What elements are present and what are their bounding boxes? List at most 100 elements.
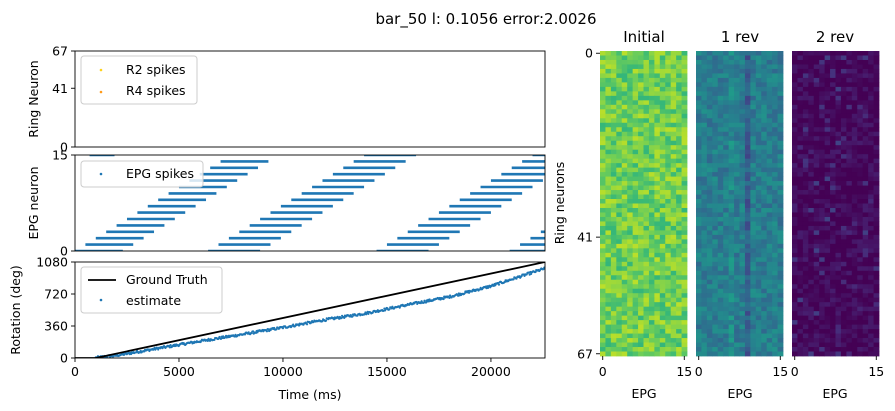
heatmap-cell	[777, 190, 784, 195]
heatmap-cell	[648, 221, 655, 227]
heatmap-cell	[728, 59, 735, 65]
heatmap-cell	[605, 221, 612, 227]
heatmap-cell	[638, 329, 644, 334]
heatmap-cell	[676, 194, 682, 200]
heatmap-cell	[772, 270, 778, 276]
heatmap-cell	[761, 207, 768, 213]
heatmap-cell	[824, 59, 831, 65]
heatmap-cell	[873, 257, 880, 263]
heatmap-cell	[648, 293, 655, 299]
heatmap-cell	[706, 73, 713, 79]
heatmap-cell	[670, 320, 677, 326]
heatmap-cell	[868, 266, 874, 272]
heatmap-cell	[621, 297, 628, 303]
heatmap-cell	[840, 172, 847, 177]
heatmap-cell	[761, 149, 768, 155]
heatmap-cell	[605, 91, 612, 97]
heatmap-cell	[616, 261, 623, 267]
heatmap-cell	[712, 243, 719, 249]
heatmap-cell	[808, 248, 815, 254]
heatmap-cell	[824, 163, 831, 169]
heatmap-cell	[750, 234, 757, 240]
heatmap-cell	[676, 176, 682, 182]
heatmap-cell	[766, 351, 773, 357]
heatmap-cell	[802, 136, 809, 142]
heatmap-cell	[706, 82, 713, 88]
heatmap-cell	[665, 113, 672, 119]
heatmap-cell	[638, 55, 644, 61]
heatmap-cell	[808, 288, 815, 294]
heatmap-cell	[627, 167, 634, 173]
heatmap-cell	[654, 176, 661, 182]
heatmap-cell	[846, 104, 853, 110]
heatmap-cell	[755, 351, 762, 357]
heatmap-cell	[840, 82, 847, 88]
heatmap-cell	[734, 136, 740, 142]
heatmap-cell	[670, 252, 677, 258]
heatmap-cell	[802, 149, 809, 155]
heatmap-cell	[643, 203, 650, 209]
heatmap-cell	[659, 104, 666, 110]
heatmap-cell	[777, 225, 784, 231]
heatmap-cell	[728, 127, 735, 133]
heatmap-cell	[772, 145, 778, 151]
heatmap-cell	[605, 82, 612, 88]
heatmap-cell	[739, 122, 746, 128]
heatmap-cell	[696, 100, 702, 106]
heatmap-cell	[846, 333, 853, 339]
heatmap-cell	[862, 279, 869, 285]
heatmap-cell	[723, 172, 730, 177]
heatmap-cell	[734, 100, 740, 106]
heatmap-cell	[739, 82, 746, 88]
heatmap-cell	[665, 248, 672, 254]
heatmap-cell	[654, 140, 661, 146]
heatmap-cell	[755, 127, 762, 133]
heatmap-cell	[665, 122, 672, 128]
heatmap-cell	[627, 55, 634, 61]
heatmap-cell	[777, 109, 784, 115]
heatmap-cell	[616, 284, 623, 290]
rotation-y-axis-label: Rotation (deg)	[8, 265, 23, 355]
heatmap-cell	[766, 275, 773, 281]
heatmap-cell	[605, 248, 612, 254]
heatmap-cell	[605, 145, 612, 151]
heatmap-cell	[857, 77, 864, 83]
heatmap-cell	[605, 100, 612, 106]
heatmap-cell	[819, 216, 826, 222]
heatmap-cell	[681, 77, 688, 83]
heatmap-cell	[873, 64, 880, 70]
heatmap-cell	[605, 212, 612, 218]
heatmap-cell	[728, 113, 735, 119]
heatmap-cell	[627, 163, 634, 169]
heatmap-cell	[648, 311, 655, 317]
heatmap-cell	[830, 212, 836, 218]
heatmap-cell	[755, 311, 762, 317]
heatmap-cell	[643, 127, 650, 133]
heatmap-cell	[712, 311, 719, 317]
heatmap-cell	[665, 243, 672, 249]
heatmap-cell	[621, 230, 628, 236]
heatmap-cell	[857, 104, 864, 110]
heatmap-cell	[681, 51, 688, 56]
heatmap-cell	[808, 113, 815, 119]
heatmap-cell	[627, 239, 634, 245]
heatmap-cell	[739, 207, 746, 213]
heatmap-cell	[755, 243, 762, 249]
heatmap-cell	[696, 320, 702, 326]
heatmap-cell	[873, 73, 880, 79]
heatmap-cell	[632, 266, 639, 272]
heatmap-cell	[755, 270, 762, 276]
heatmap-cell	[681, 234, 688, 240]
heatmap-cell	[676, 199, 682, 204]
heatmap-cell	[648, 194, 655, 200]
heatmap-cell	[802, 163, 809, 169]
heatmap-cell	[610, 68, 617, 74]
heatmap-cell	[840, 68, 847, 74]
heatmap-cell	[638, 221, 644, 227]
heatmap-cell	[654, 82, 661, 88]
heatmap-cell	[654, 172, 661, 177]
heatmap-cell	[792, 315, 798, 321]
heatmap-cell	[797, 234, 804, 240]
heatmap-cell	[676, 315, 682, 321]
heatmap-cell	[846, 158, 853, 164]
